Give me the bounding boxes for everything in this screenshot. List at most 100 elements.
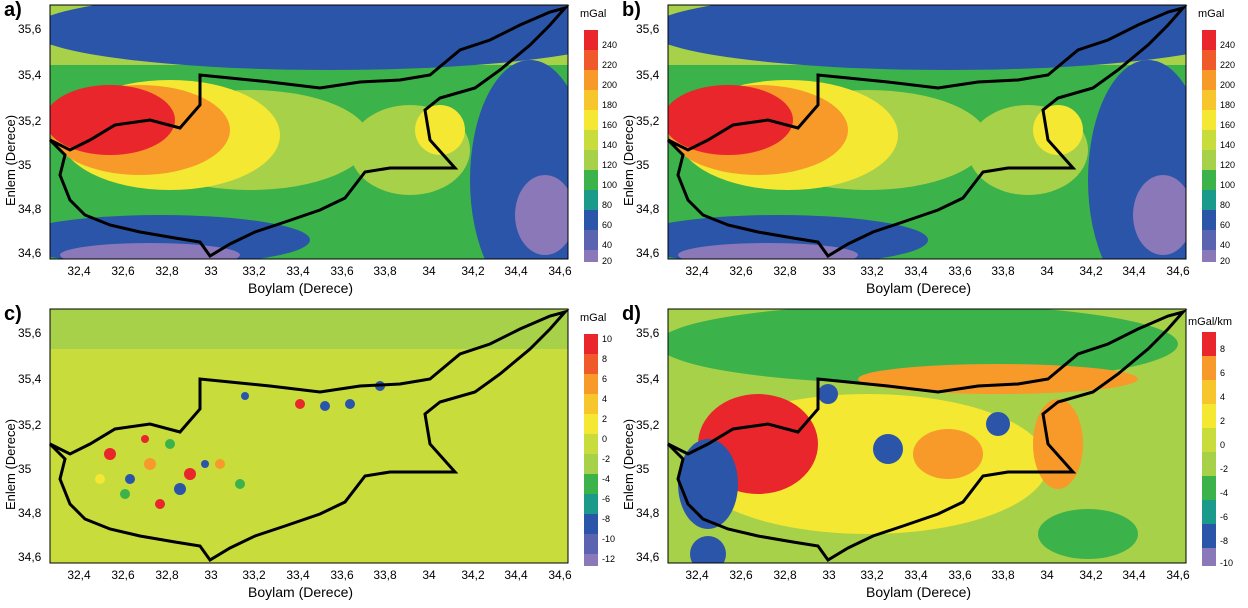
residual-field-c [50, 309, 568, 563]
x-tick: 33,8 [991, 264, 1015, 278]
gravity-field-b [668, 5, 1186, 259]
x-axis-label: Boylam (Derece) [248, 280, 354, 296]
x-tick: 33,2 [242, 264, 266, 278]
colorbar-tick: -12 [602, 554, 616, 564]
y-tick: 34,8 [636, 506, 660, 520]
x-tick: 33,4 [286, 568, 310, 582]
colorbar-tick: 220 [1220, 60, 1236, 70]
colorbar-tick: 240 [602, 40, 618, 50]
colorbar-c [584, 334, 598, 566]
y-tick: 35,6 [636, 22, 660, 36]
x-tick: 32,8 [155, 264, 179, 278]
x-tick: 33,6 [330, 264, 354, 278]
colorbar-tick: -4 [1220, 488, 1229, 498]
y-axis-label: Enlem (Derece) [621, 114, 636, 206]
colorbar-tick: 100 [602, 180, 618, 190]
y-axis-label: Enlem (Derece) [3, 418, 18, 510]
colorbar-tick: 0 [602, 434, 608, 444]
colorbar-tick: 160 [1220, 120, 1236, 130]
y-tick: 35,2 [636, 114, 660, 128]
map-panel-b: b) mGal 240 220 200 180 160 140 120 100 … [618, 0, 1242, 304]
x-tick: 34,4 [1122, 568, 1146, 582]
panel-label: c) [4, 303, 22, 325]
x-tick: 34 [422, 568, 436, 582]
x-tick: 34,6 [1166, 264, 1190, 278]
colorbar-tick: -6 [1220, 512, 1229, 522]
colorbar-tick: 10 [602, 334, 613, 344]
x-tick: 33,2 [860, 264, 884, 278]
x-tick: 33,2 [242, 568, 266, 582]
x-tick: 32,6 [729, 264, 753, 278]
colorbar-tick: 80 [1220, 200, 1231, 210]
y-tick: 34,8 [18, 202, 42, 216]
colorbar-tick: -10 [1220, 558, 1234, 568]
colorbar-tick: 8 [602, 354, 608, 364]
colorbar-tick: 4 [1220, 392, 1226, 402]
colorbar-unit: mGal/km [1188, 316, 1232, 328]
x-tick: 33,6 [330, 568, 354, 582]
x-tick: 34,4 [1122, 264, 1146, 278]
x-tick: 32,4 [685, 264, 709, 278]
x-tick: 34 [1040, 264, 1054, 278]
map-panel-a: a) mGal 240 220 200 180 160 140 120 100 … [0, 0, 624, 304]
map-svg-b [666, 4, 1216, 262]
y-tick: 35,2 [18, 418, 42, 432]
x-tick: 33 [822, 568, 836, 582]
cyprus-coastline-c [48, 309, 570, 562]
colorbar-tick: 4 [602, 394, 608, 404]
cyprus-coastline-a [48, 5, 570, 258]
colorbar-tick: 40 [602, 240, 613, 250]
y-tick: 35 [18, 158, 32, 172]
y-tick: 34,8 [18, 506, 42, 520]
x-tick: 34,4 [504, 264, 528, 278]
x-tick: 33,6 [948, 264, 972, 278]
x-tick: 34,2 [1079, 264, 1103, 278]
map-svg-d [666, 308, 1216, 566]
x-tick: 33,6 [948, 568, 972, 582]
x-tick: 33 [204, 264, 218, 278]
x-axis-label: Boylam (Derece) [866, 584, 972, 600]
colorbar-tick: 120 [602, 160, 618, 170]
y-axis-label: Enlem (Derece) [621, 418, 636, 510]
x-tick: 33,2 [860, 568, 884, 582]
y-tick: 34,6 [636, 246, 660, 260]
y-tick: 35,6 [636, 326, 660, 340]
y-tick: 35,4 [636, 68, 660, 82]
colorbar-tick: 160 [602, 120, 618, 130]
colorbar-tick: 240 [1220, 40, 1236, 50]
x-tick: 33,8 [373, 264, 397, 278]
map-panel-c: c) mGal 10 8 6 4 2 0 -2 -4 -6 -8 -10 -12… [0, 303, 624, 608]
colorbar-tick: 180 [602, 100, 618, 110]
y-tick: 35,6 [18, 22, 42, 36]
y-tick: 35 [18, 462, 32, 476]
colorbar-tick: 180 [1220, 100, 1236, 110]
panel-label: d) [622, 303, 641, 325]
colorbar-b [1202, 30, 1216, 262]
colorbar-tick: 8 [1220, 344, 1226, 354]
y-tick: 35,4 [636, 372, 660, 386]
colorbar-tick: 200 [1220, 80, 1236, 90]
x-tick: 32,6 [111, 568, 135, 582]
x-tick: 33,8 [991, 568, 1015, 582]
colorbar-tick: -6 [602, 494, 611, 504]
colorbar-tick: 140 [1220, 140, 1236, 150]
x-tick: 32,8 [155, 568, 179, 582]
y-tick: 34,6 [18, 550, 42, 564]
x-tick: 32,8 [773, 264, 797, 278]
x-tick: 34,2 [461, 264, 485, 278]
gradient-field-d [668, 309, 1186, 563]
panel-label: a) [4, 0, 22, 21]
colorbar-unit: mGal [580, 312, 607, 324]
cyprus-coastline-d [666, 309, 1188, 562]
colorbar-tick: 2 [1220, 416, 1226, 426]
colorbar-tick: -10 [602, 534, 616, 544]
x-tick: 32,8 [773, 568, 797, 582]
colorbar-tick: 6 [602, 374, 608, 384]
x-tick: 33,4 [904, 264, 928, 278]
y-tick: 35,4 [18, 372, 42, 386]
x-tick: 32,4 [67, 264, 91, 278]
colorbar-tick: 40 [1220, 240, 1231, 250]
colorbar-tick: -4 [602, 474, 611, 484]
y-tick: 35,2 [18, 114, 42, 128]
x-axis-label: Boylam (Derece) [248, 584, 354, 600]
